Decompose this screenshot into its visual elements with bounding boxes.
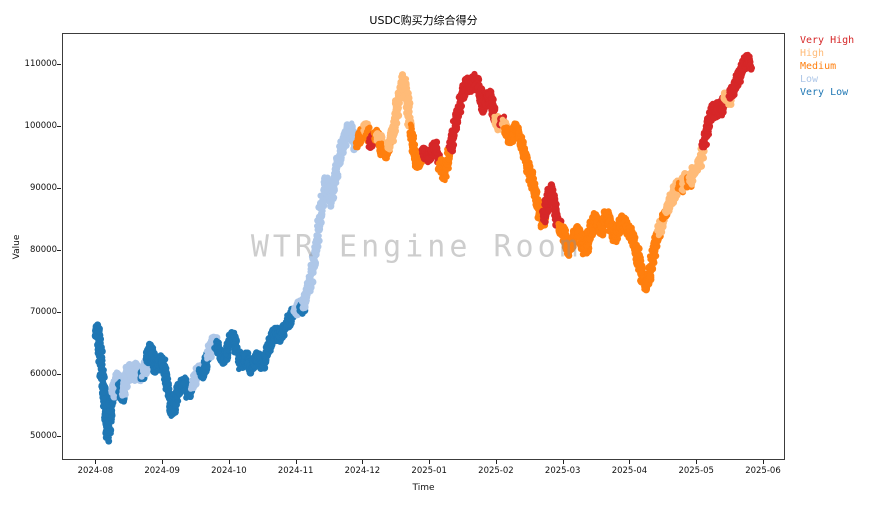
x-axis-label: Time [412,483,435,493]
plot-area: WTR Engine Room [62,33,785,460]
x-tick-mark [429,460,431,464]
x-tick-label: 2024-08 [77,466,114,476]
x-tick-label: 2024-12 [344,466,381,476]
y-tick-label: 110000 [24,59,57,70]
y-tick-mark [57,126,61,128]
x-tick-label: 2025-02 [478,466,514,476]
x-tick-mark [228,460,230,464]
legend-item-h: High [800,48,825,59]
legend-item-vh: Very High [800,35,855,46]
x-tick-mark [495,460,497,464]
chart-title: USDC购买力综合得分 [369,14,478,27]
y-tick-mark [57,188,61,190]
y-tick-mark [57,374,61,376]
y-tick-label: 60000 [29,369,57,380]
y-tick-label: 100000 [24,121,57,132]
y-tick-label: 90000 [29,183,57,194]
y-tick-mark [57,436,61,438]
legend-item-l: Low [800,74,819,85]
x-tick-label: 2025-03 [544,466,581,476]
legend: Very High High Medium Low Very Low [800,34,854,99]
x-tick-label: 2024-11 [277,466,314,476]
y-tick-mark [57,312,61,314]
x-tick-label: 2025-06 [745,466,781,476]
x-tick-mark [362,460,364,464]
x-tick-label: 2025-01 [411,466,447,476]
legend-item-m: Medium [800,61,837,72]
y-tick-label: 80000 [29,245,57,256]
legend-item-vl: Very Low [800,87,849,98]
y-tick-mark [57,250,61,252]
x-tick-mark [95,460,97,464]
x-tick-mark [295,460,297,464]
x-tick-label: 2025-05 [678,466,714,476]
y-tick-mark [57,64,61,66]
x-tick-label: 2024-09 [144,466,180,476]
x-tick-mark [562,460,564,464]
plot-canvas [63,34,784,459]
x-tick-label: 2025-04 [611,466,648,476]
y-axis-label: Value [12,234,22,260]
x-tick-mark [696,460,698,464]
x-tick-label: 2024-10 [211,466,247,476]
y-tick-label: 50000 [29,431,57,442]
x-tick-mark [629,460,631,464]
x-tick-mark [762,460,764,464]
x-tick-mark [162,460,164,464]
y-tick-label: 70000 [29,307,57,318]
